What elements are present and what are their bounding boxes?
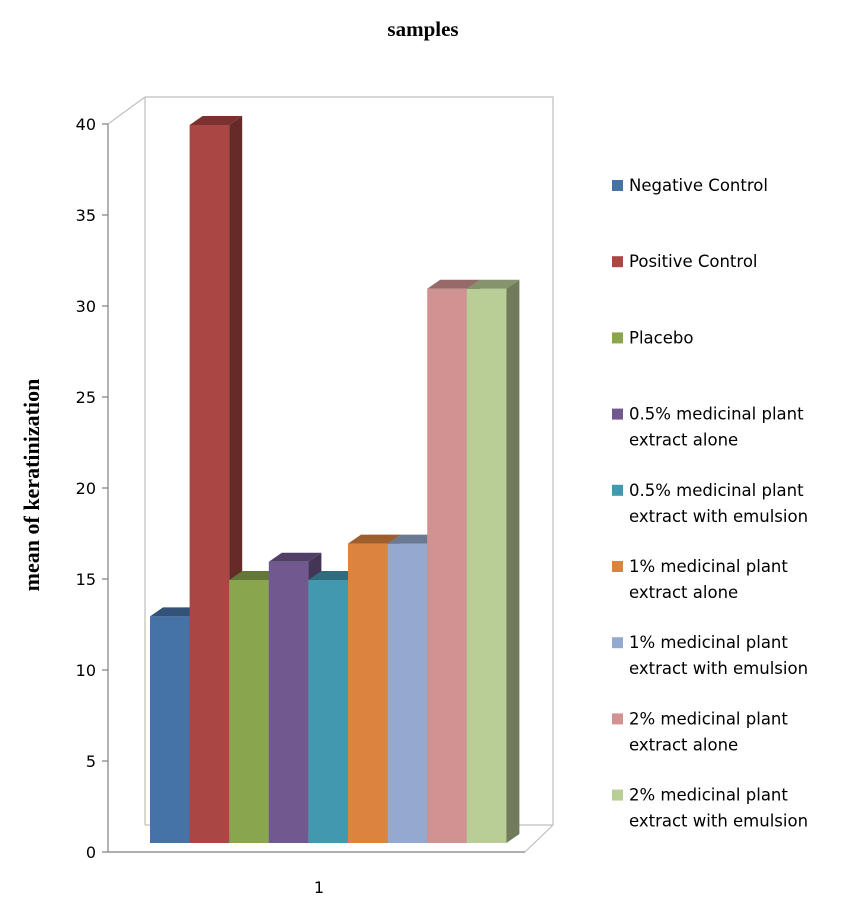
legend-item: 0.5% medicinal plant extract alone [612, 405, 804, 450]
legend-swatch [612, 332, 623, 344]
legend-label: extract alone [629, 583, 738, 602]
bar-front [150, 616, 190, 843]
legend-label: 1% medicinal plant [629, 633, 788, 652]
legend-item: 0.5% medicinal plant extract with emulsio… [612, 481, 808, 526]
bar-front [308, 580, 348, 843]
floor-right [524, 824, 554, 853]
y-tick-label: 5 [86, 752, 96, 771]
legend-item: Placebo [612, 328, 693, 347]
legend-label: 0.5% medicinal plant [629, 481, 804, 500]
legend-label: 0.5% medicinal plant [629, 405, 804, 424]
bar-front [387, 543, 428, 843]
bar-front [427, 288, 467, 843]
legend-label: extract alone [629, 735, 738, 754]
y-tick-label: 20 [76, 479, 96, 498]
legend-swatch [612, 713, 623, 725]
legend-label: Placebo [629, 328, 693, 347]
legend-label: extract alone [629, 431, 738, 450]
back-wall [145, 96, 554, 825]
y-tick-label: 0 [86, 843, 96, 862]
bar-front [229, 580, 269, 843]
bar [466, 279, 520, 843]
legend-swatch [612, 180, 623, 191]
legend-label: 2% medicinal plant [629, 786, 788, 805]
bar-front [348, 543, 388, 843]
legend-swatch [612, 408, 623, 420]
legend-label: 1% medicinal plant [629, 557, 788, 576]
bar [348, 534, 401, 843]
y-tick-label: 25 [76, 388, 96, 407]
bar-top [348, 534, 401, 544]
legend-label: extract with emulsion [629, 812, 808, 831]
bar-front [268, 561, 309, 843]
legend-item: 1% medicinal plant extract with emulsion [612, 633, 808, 678]
y-tick-label: 30 [76, 297, 96, 316]
chart-title: samples [387, 17, 458, 41]
x-tick-label: 1 [314, 878, 324, 897]
legend-item: Negative Control [612, 176, 768, 195]
left-wall-top [107, 96, 146, 125]
bars-group [150, 116, 520, 843]
bar-top [150, 607, 203, 617]
y-ticks-group: 0 5 10 15 20 25 30 35 40 [76, 115, 108, 862]
bar-front [189, 125, 230, 843]
y-tick-label: 35 [76, 206, 96, 225]
y-tick-label: 10 [76, 661, 96, 680]
legend-item: 2% medicinal plant extract with emulsion [612, 786, 808, 831]
legend-label: 2% medicinal plant [629, 709, 788, 728]
bar-top [387, 534, 441, 544]
legend-swatch [612, 789, 623, 801]
legend-label: Positive Control [629, 252, 758, 271]
legend-label: extract with emulsion [629, 507, 808, 526]
legend-swatch [612, 256, 623, 268]
bar-top [308, 571, 361, 580]
legend-label: extract with emulsion [629, 659, 808, 678]
legend-swatch [612, 637, 623, 649]
bar-top [268, 552, 322, 562]
legend-label: Negative Control [629, 176, 768, 195]
bar-top [466, 279, 520, 289]
y-tick-label: 15 [76, 570, 96, 589]
bar [387, 534, 441, 843]
bar-top [427, 279, 480, 289]
legend: Negative Control Positive Control Placebo 0… [612, 176, 808, 831]
legend-item: 1% medicinal plant extract alone [612, 557, 788, 602]
legend-item: 2% medicinal plant extract alone [612, 709, 788, 754]
y-axis-title: mean of keratinization [19, 379, 44, 592]
bar-side [506, 279, 520, 843]
bar-top [229, 571, 282, 580]
bar-top [189, 116, 243, 125]
y-tick-label: 40 [76, 115, 96, 134]
legend-swatch [612, 561, 623, 572]
legend-item: Positive Control [612, 252, 758, 271]
legend-swatch [612, 484, 623, 496]
x-ticks-group: 1 [314, 878, 324, 897]
bar-front [466, 288, 507, 843]
